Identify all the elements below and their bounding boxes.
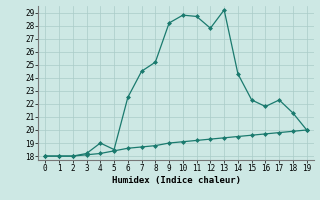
X-axis label: Humidex (Indice chaleur): Humidex (Indice chaleur) — [111, 176, 241, 185]
